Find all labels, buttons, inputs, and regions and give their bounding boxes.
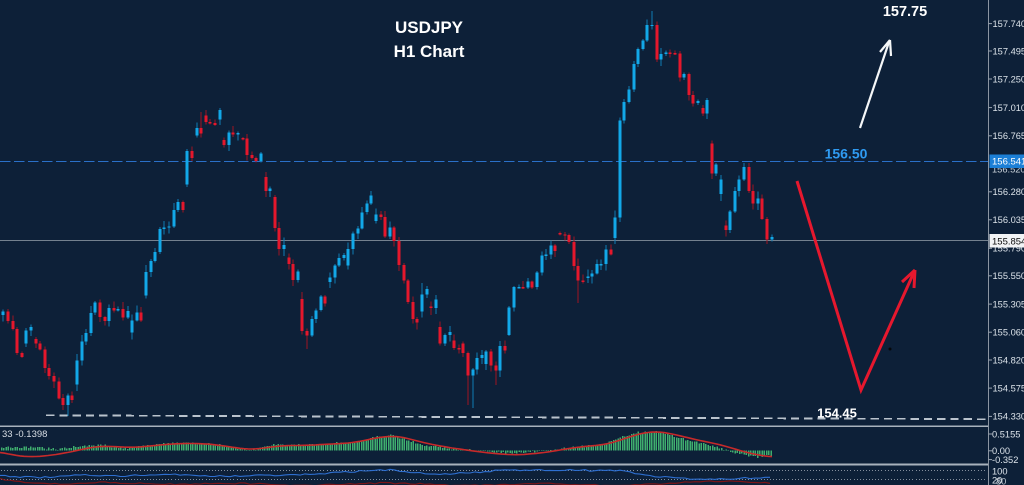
svg-text:156.280: 156.280 [993, 187, 1024, 197]
svg-text:157.740: 157.740 [993, 19, 1024, 29]
svg-text:154.45: 154.45 [817, 406, 857, 421]
svg-text:USDJPY: USDJPY [395, 18, 464, 37]
svg-text:H1 Chart: H1 Chart [394, 42, 465, 61]
svg-text:154.575: 154.575 [993, 383, 1024, 393]
svg-text:155.550: 155.550 [993, 271, 1024, 281]
svg-text:154.820: 154.820 [993, 355, 1024, 365]
svg-text:155.305: 155.305 [993, 299, 1024, 309]
svg-text:157.010: 157.010 [993, 103, 1024, 113]
svg-text:155.854: 155.854 [992, 236, 1024, 247]
svg-text:20: 20 [992, 475, 1002, 485]
svg-text:154.330: 154.330 [993, 412, 1024, 422]
svg-text:156.50: 156.50 [825, 146, 868, 162]
svg-text:0.00: 0.00 [992, 446, 1010, 456]
svg-text:33 -0.1398: 33 -0.1398 [2, 429, 47, 440]
svg-text:156.541: 156.541 [992, 157, 1024, 168]
svg-text:157.75: 157.75 [883, 4, 927, 20]
svg-text:155.790: 155.790 [993, 244, 1024, 254]
svg-text:157.495: 157.495 [993, 46, 1024, 56]
svg-text:0.5155: 0.5155 [992, 429, 1020, 439]
svg-text:156.035: 156.035 [993, 215, 1024, 225]
svg-text:157.250: 157.250 [993, 74, 1024, 84]
svg-text:80: 80 [996, 476, 1006, 485]
svg-text:156.520: 156.520 [992, 164, 1024, 174]
svg-text:156.765: 156.765 [993, 131, 1024, 141]
svg-text:-0.352: -0.352 [992, 455, 1018, 465]
svg-text:155.060: 155.060 [993, 328, 1024, 338]
svg-text:100: 100 [992, 467, 1008, 477]
